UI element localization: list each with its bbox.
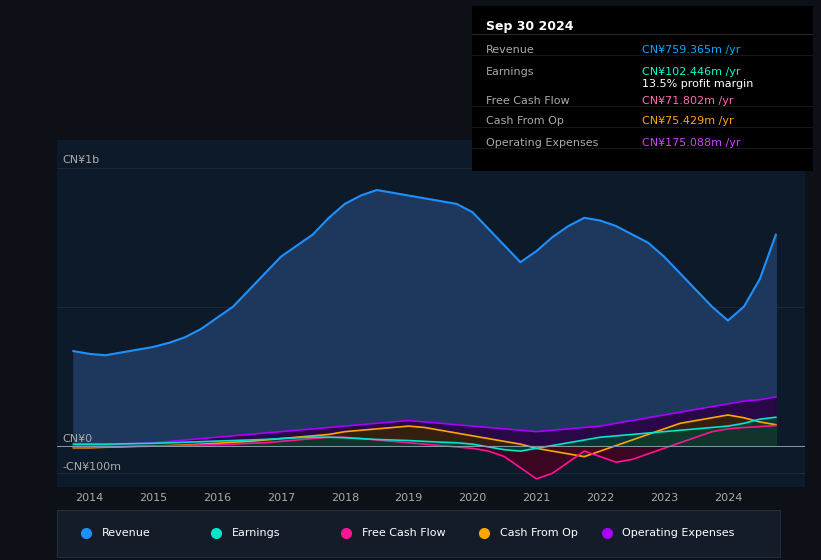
Text: Operating Expenses: Operating Expenses: [486, 138, 598, 148]
Text: Cash From Op: Cash From Op: [486, 116, 563, 127]
Text: 13.5% profit margin: 13.5% profit margin: [643, 79, 754, 89]
Text: CN¥102.446m /yr: CN¥102.446m /yr: [643, 67, 741, 77]
Text: -CN¥100m: -CN¥100m: [62, 462, 122, 472]
Text: Revenue: Revenue: [103, 529, 151, 538]
Text: Earnings: Earnings: [486, 67, 534, 77]
Text: Sep 30 2024: Sep 30 2024: [486, 21, 573, 34]
Text: CN¥71.802m /yr: CN¥71.802m /yr: [643, 96, 734, 106]
Text: Free Cash Flow: Free Cash Flow: [486, 96, 569, 106]
Text: Earnings: Earnings: [232, 529, 281, 538]
Text: Revenue: Revenue: [486, 45, 534, 55]
Text: CN¥75.429m /yr: CN¥75.429m /yr: [643, 116, 734, 127]
Text: CN¥1b: CN¥1b: [62, 155, 99, 165]
Text: Operating Expenses: Operating Expenses: [622, 529, 735, 538]
Text: CN¥0: CN¥0: [62, 434, 93, 444]
Text: CN¥759.365m /yr: CN¥759.365m /yr: [643, 45, 741, 55]
Text: Cash From Op: Cash From Op: [500, 529, 577, 538]
Text: CN¥175.088m /yr: CN¥175.088m /yr: [643, 138, 741, 148]
Text: Free Cash Flow: Free Cash Flow: [362, 529, 446, 538]
